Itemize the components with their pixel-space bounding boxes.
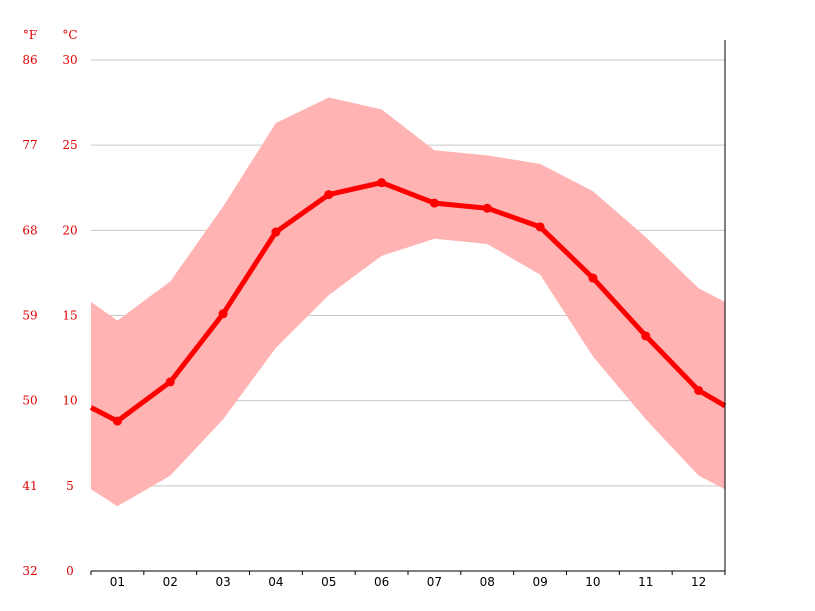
month-tick-label: 03 xyxy=(215,575,230,589)
fahrenheit-unit-label: °F xyxy=(23,28,37,42)
average-point xyxy=(218,309,228,319)
average-point xyxy=(482,203,492,213)
range-band-area xyxy=(91,97,725,507)
axes xyxy=(90,40,726,575)
celsius-unit-label: °C xyxy=(62,28,77,42)
temperature-range-band xyxy=(91,97,725,507)
month-tick-label: 10 xyxy=(585,575,600,589)
month-tick-label: 02 xyxy=(163,575,178,589)
fahrenheit-tick-label: 86 xyxy=(22,53,37,67)
celsius-tick-label: 25 xyxy=(62,138,77,152)
fahrenheit-tick-label: 50 xyxy=(22,394,37,408)
month-tick-label: 09 xyxy=(532,575,547,589)
celsius-tick-label: 20 xyxy=(62,223,77,237)
month-tick-label: 12 xyxy=(691,575,706,589)
month-tick-label: 01 xyxy=(110,575,125,589)
month-tick-label: 04 xyxy=(268,575,283,589)
average-point xyxy=(377,178,387,188)
celsius-tick-label: 5 xyxy=(66,479,74,493)
average-point xyxy=(271,227,281,237)
fahrenheit-tick-label: 32 xyxy=(22,564,37,578)
celsius-tick-label: 0 xyxy=(66,564,74,578)
average-point xyxy=(165,377,175,387)
month-tick-label: 07 xyxy=(427,575,442,589)
average-point xyxy=(324,190,334,200)
month-tick-label: 08 xyxy=(480,575,495,589)
month-tick-label: 05 xyxy=(321,575,336,589)
celsius-tick-label: 15 xyxy=(62,309,77,323)
average-point xyxy=(112,416,122,426)
average-point xyxy=(535,222,545,232)
month-tick-label: 06 xyxy=(374,575,389,589)
average-point xyxy=(588,273,598,283)
average-line-path xyxy=(89,180,727,424)
fahrenheit-tick-label: 68 xyxy=(22,223,37,237)
celsius-tick-label: 10 xyxy=(62,394,77,408)
average-point xyxy=(694,385,704,395)
fahrenheit-tick-label: 59 xyxy=(22,309,37,323)
average-point xyxy=(641,331,651,341)
fahrenheit-tick-label: 77 xyxy=(22,138,37,152)
fahrenheit-tick-label: 41 xyxy=(22,479,37,493)
axis-labels: °F °C 0 32 5 41 10 50 15 59 20 68 25 77 30 86 01 02 03 04… xyxy=(22,28,706,589)
month-tick-label: 11 xyxy=(638,575,653,589)
average-temperature-line xyxy=(89,178,727,426)
average-point xyxy=(429,198,439,208)
celsius-tick-label: 30 xyxy=(62,53,77,67)
